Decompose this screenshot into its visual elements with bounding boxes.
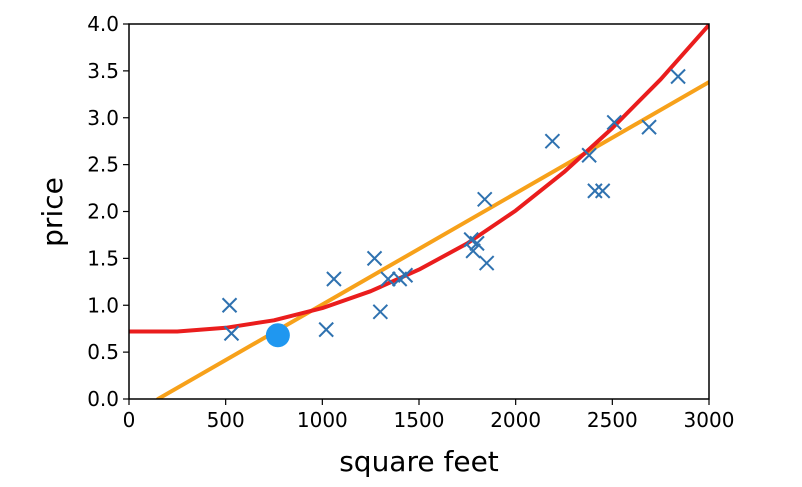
data-point-x-marker	[587, 183, 603, 199]
y-tick-label: 1.0	[87, 293, 119, 317]
x-tick-label: 2500	[587, 408, 638, 432]
x-tick-label: 1500	[394, 408, 445, 432]
series-line-2	[156, 80, 709, 399]
data-point-x-marker	[223, 325, 240, 342]
data-point-x-marker	[594, 183, 611, 199]
data-point-x-marker	[477, 191, 493, 208]
data-point-x-marker	[670, 68, 686, 85]
y-tick-label: 2.0	[87, 200, 119, 224]
data-point-x-marker	[221, 297, 238, 313]
y-tick-label: 1.5	[87, 246, 119, 270]
y-axis-title: price	[36, 177, 69, 247]
x-tick-label: 1000	[297, 408, 348, 432]
x-tick-label: 500	[207, 408, 245, 432]
data-point-x-marker	[469, 235, 485, 252]
y-tick-label: 0.5	[87, 340, 119, 364]
series-line-3	[129, 24, 709, 334]
data-point-x-marker	[465, 243, 481, 259]
x-tick-label: 2000	[490, 408, 541, 432]
y-tick-label: 0.0	[87, 387, 119, 411]
y-tick-label: 2.5	[87, 153, 119, 177]
y-tick-label: 3.0	[87, 106, 119, 130]
data-point-x-marker	[366, 250, 383, 267]
data-point-x-marker	[380, 271, 396, 287]
data-point-x-marker	[606, 114, 622, 131]
plot-area	[129, 24, 709, 399]
data-point-x-marker	[478, 255, 495, 271]
axis-ticks: 0 500 1000 1500 2000 2500 3000 0.0 0.5 1.0 1.5 2.0 2…	[87, 12, 734, 432]
y-tick-label: 3.5	[87, 59, 119, 83]
data-point-x-marker	[318, 321, 334, 338]
x-tick-label: 0	[123, 408, 136, 432]
data-point-x-marker	[397, 267, 414, 283]
y-tick-label: 4.0	[87, 12, 119, 36]
data-point-x-marker	[326, 271, 342, 287]
highlighted-point	[265, 323, 290, 348]
x-axis-title: square feet	[339, 445, 499, 478]
data-point-x-marker	[581, 147, 597, 163]
x-tick-label: 3000	[684, 408, 735, 432]
axes-frame	[128, 23, 710, 400]
data-point-x-marker	[641, 119, 657, 135]
data-point-x-marker	[544, 133, 561, 149]
data-point-x-marker	[372, 304, 389, 320]
